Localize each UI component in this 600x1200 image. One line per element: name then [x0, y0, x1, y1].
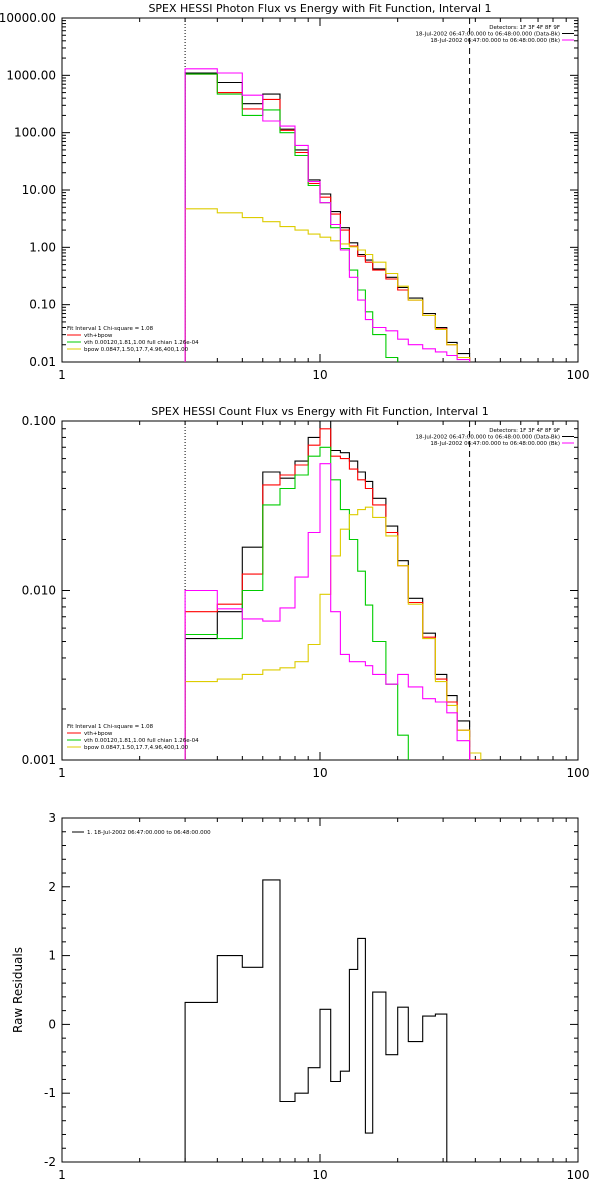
chart-title: SPEX HESSI Photon Flux vs Energy with Fi…	[148, 2, 491, 15]
series-vth-line	[184, 73, 399, 362]
series-background-line	[184, 68, 471, 362]
x-tick-label: 1	[58, 368, 66, 382]
y-tick-label: 1	[48, 949, 56, 963]
series-group	[184, 68, 471, 362]
series-total-line	[184, 428, 482, 760]
series-data-line	[184, 72, 471, 362]
legend-top-text: 18-Jul-2002 06:47:00.000 to 06:48:00.000…	[416, 435, 561, 441]
chart-panel-1: SPEX HESSI Photon Flux vs Energy with Fi…	[0, 2, 589, 382]
chart-panel-3: 1 10 100 -2 -1 0 1 2 3 Raw Residuals 1. 18-Jul-200…	[11, 811, 590, 1182]
x-tick-label: 100	[567, 1168, 590, 1182]
plot-frame	[61, 817, 579, 1163]
y-tick-label: 2	[48, 880, 56, 894]
legend-top-text: 18-Jul-2002 06:47:00.000 to 06:48:00.000…	[430, 38, 560, 44]
legend-bottom-text: Fit Interval 1 Chi-square = 1.08	[67, 326, 154, 332]
series-group	[184, 421, 482, 760]
x-tick-label: 1	[58, 1168, 66, 1182]
legend-top-text: 18-Jul-2002 06:47:00.000 to 06:48:00.000…	[430, 441, 560, 447]
x-tick-label: 10	[312, 766, 327, 780]
legend-top-text: Detectors: 1F 3F 4F 8F 9F	[489, 428, 560, 434]
y-tick-label: 0.10	[29, 298, 56, 312]
y-tick-label: 0.01	[29, 355, 56, 369]
y-tick-label: 0.001	[22, 753, 56, 767]
legend-top-text: 1. 18-Jul-2002 06:47:00.000 to 06:48:00.…	[87, 830, 211, 836]
series-vth-line	[184, 446, 409, 760]
x-tick-label: 1	[58, 766, 66, 780]
x-tick-label: 10	[312, 368, 327, 382]
x-tick-label: 100	[567, 766, 590, 780]
series-data-line	[184, 421, 482, 760]
y-tick-label: 1000.00	[6, 68, 56, 82]
y-tick-label: 10.00	[22, 183, 56, 197]
series-data-line	[184, 879, 448, 1162]
legend-bottom-text: vth+bpow	[84, 333, 113, 339]
x-tick-label: 100	[567, 368, 590, 382]
y-tick-label: -1	[44, 1086, 56, 1100]
series-background-line	[184, 463, 471, 760]
y-tick-label: 0.100	[22, 414, 56, 428]
series-group	[184, 879, 448, 1162]
legend-bottom-text: bpow 0.0847,1.50,17.7,4.96,400,1.00	[84, 347, 189, 353]
legend-top-text: 18-Jul-2002 06:47:00.000 to 06:48:00.000…	[416, 32, 561, 38]
series-total-line	[184, 73, 471, 362]
y-tick-label: 10000.00	[0, 11, 56, 25]
y-tick-label: 0	[48, 1017, 56, 1031]
chart-panel-2: SPEX HESSI Count Flux vs Energy with Fit…	[22, 405, 590, 780]
legend-top-text: Detectors: 1F 3F 4F 8F 9F	[489, 25, 560, 31]
series-bpow-line	[184, 208, 471, 362]
legend-bottom-text: vth 0.00120,1.81,1.00 full chian 1.26e-0…	[84, 738, 199, 744]
y-tick-label: 100.00	[14, 126, 56, 140]
chart-title: SPEX HESSI Count Flux vs Energy with Fit…	[151, 405, 488, 418]
y-axis-label: Raw Residuals	[11, 947, 25, 1033]
y-tick-label: 1.00	[29, 240, 56, 254]
y-tick-label: -2	[44, 1155, 56, 1169]
x-tick-label: 10	[312, 1168, 327, 1182]
y-tick-label: 0.010	[22, 584, 56, 598]
legend-bottom-text: bpow 0.0847,1.50,17.7,4.96,400,1.00	[84, 745, 189, 751]
legend-bottom-text: vth 0.00120,1.81,1.00 full chian 1.26e-0…	[84, 340, 199, 346]
series-bpow-line	[184, 506, 482, 760]
legend-bottom-text: Fit Interval 1 Chi-square = 1.08	[67, 724, 154, 730]
legend-bottom-text: vth+bpow	[84, 731, 113, 737]
y-tick-label: 3	[48, 811, 56, 825]
